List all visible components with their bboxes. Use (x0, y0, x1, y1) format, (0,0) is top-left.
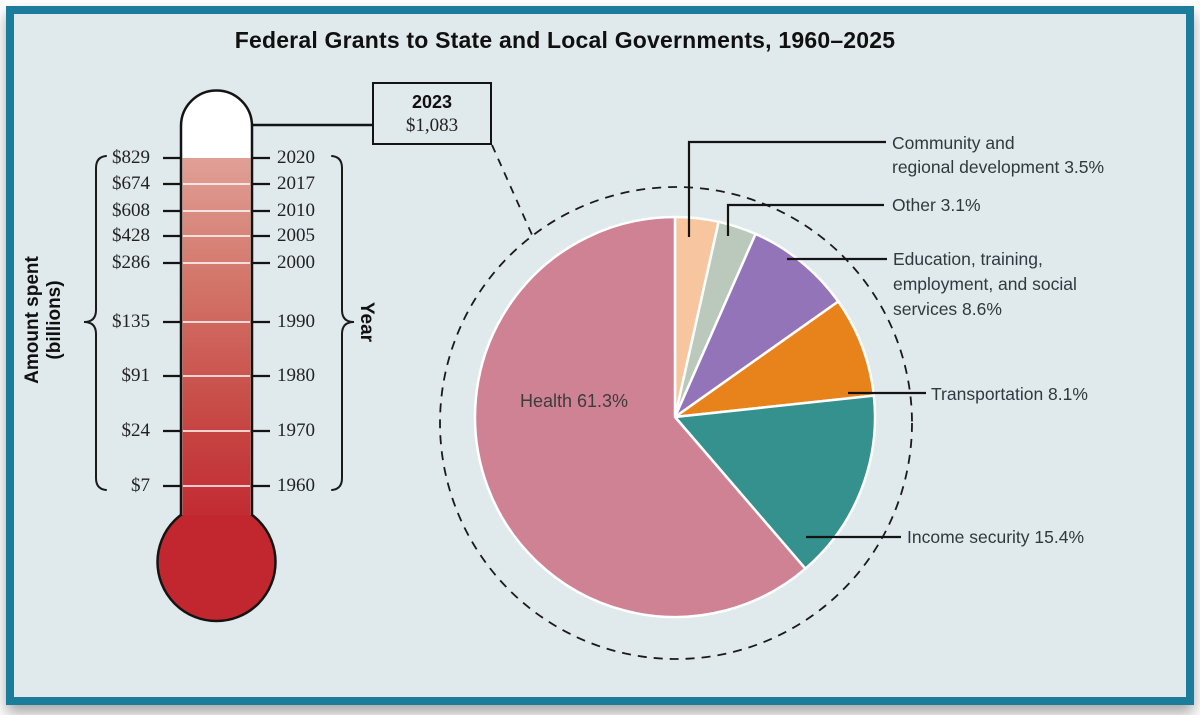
year-label: 1970 (277, 420, 315, 441)
pie-dashed-circle (439, 186, 913, 660)
thermometer-fill-separators (183, 183, 250, 487)
year-label: 2020 (277, 147, 315, 168)
connector-community (687, 140, 886, 237)
pie-slice-health (473, 215, 807, 619)
pie-label-line: Community and (892, 133, 1015, 153)
year-label: 2010 (277, 200, 315, 221)
amount-label: $608 (112, 200, 150, 221)
year-label: 2000 (277, 252, 315, 273)
pie-label-education: Education, training, employment, and soc… (893, 247, 1077, 322)
amount-label: $428 (112, 225, 150, 246)
amount-label: $135 (112, 311, 150, 332)
year-label: 1990 (277, 311, 315, 332)
thermometer-fill (182, 158, 251, 515)
brace-left (83, 155, 107, 491)
chart-title: Federal Grants to State and Local Govern… (234, 27, 896, 53)
amount-label: $91 (121, 365, 151, 386)
brace-right (331, 155, 355, 491)
pie-label-line: regional development 3.5% (892, 157, 1105, 177)
pie-label-line: Education, training, (893, 249, 1043, 269)
amount-label: $674 (112, 173, 150, 194)
pie-label-line: Other 3.1% (892, 195, 981, 215)
thermometer (83, 89, 534, 623)
pie-label-community: Community and regional development 3.5% (892, 131, 1104, 179)
year-label: 1980 (277, 365, 315, 386)
connector-other (726, 203, 884, 236)
year-label: 2005 (277, 225, 315, 246)
thermometer-tick-marks (163, 156, 270, 488)
pie-label-line: Transportation 8.1% (931, 384, 1088, 404)
amount-label: $286 (112, 252, 150, 273)
thermometer-bulb (156, 501, 277, 623)
pie-slice-education (673, 232, 840, 419)
amount-label: $24 (121, 420, 151, 441)
pie-label-other: Other 3.1% (892, 193, 981, 217)
axis-label-line: (billions) (44, 280, 65, 360)
year-label: 2017 (277, 173, 315, 194)
pie-label-line: services 8.6% (893, 299, 1002, 319)
pie-chart (439, 140, 926, 660)
axis-label-amount-spent: Amount spent (billions) (22, 215, 66, 425)
callout-box-2023: 2023 $1,083 (372, 82, 492, 145)
pie-label-transportation: Transportation 8.1% (931, 382, 1088, 406)
axis-label-year: Year (356, 301, 377, 343)
pie-connector-lines (687, 140, 926, 539)
amount-label: $829 (112, 147, 150, 168)
pie-slice-income (673, 394, 877, 570)
pie-slices (473, 215, 877, 619)
year-label: 1960 (277, 475, 315, 496)
pie-label-health: Health 61.3% (519, 391, 629, 411)
pie-label-income: Income security 15.4% (907, 525, 1084, 549)
amount-label: $7 (131, 475, 150, 496)
callout-amount: $1,083 (405, 114, 459, 136)
pie-label-line: Income security 15.4% (907, 527, 1085, 547)
pie-label-line: employment, and social (893, 274, 1077, 294)
callout-year: 2023 (411, 91, 453, 112)
callout-dashed-line (491, 144, 534, 238)
axis-label-line: Amount spent (22, 256, 43, 384)
